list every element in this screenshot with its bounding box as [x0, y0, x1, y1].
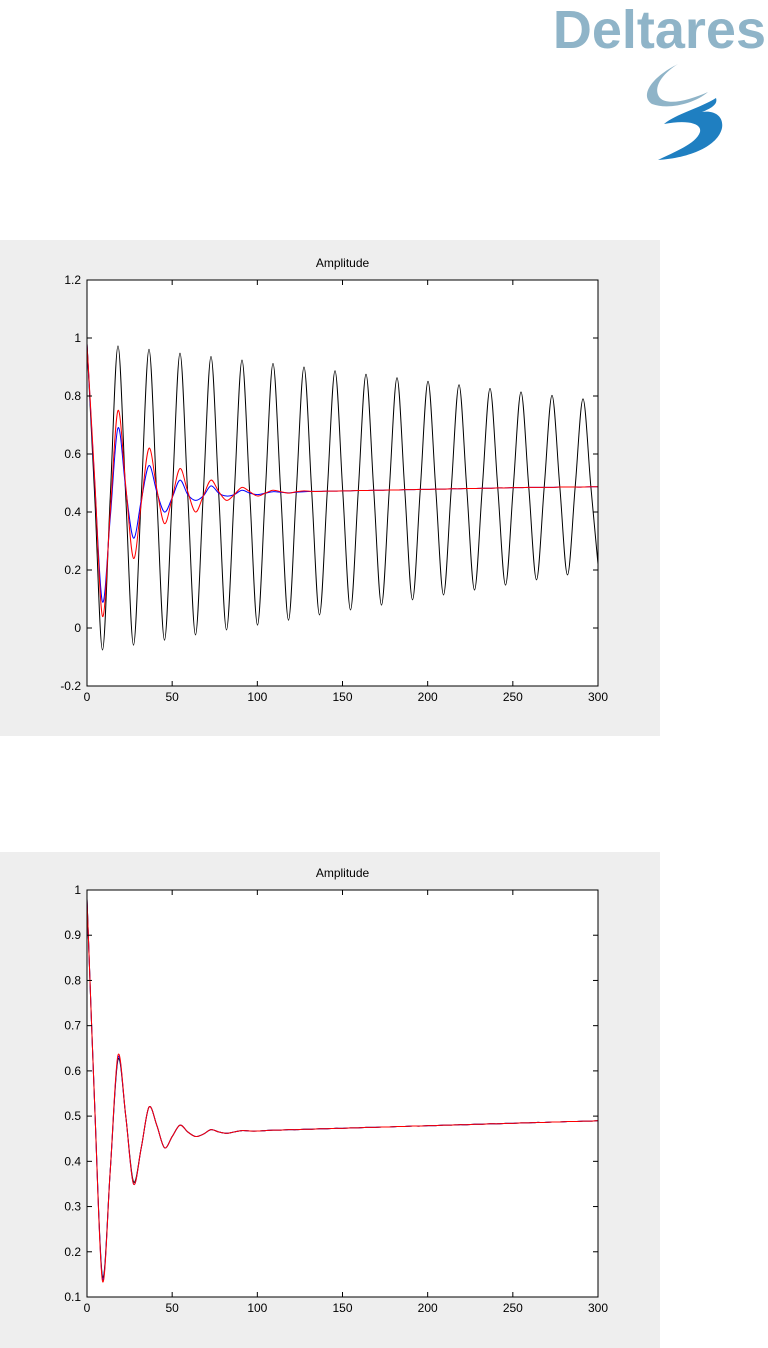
plot-content — [87, 343, 598, 651]
y-tick-label: 0.2 — [64, 1245, 81, 1259]
x-tick-label: 100 — [247, 690, 267, 704]
x-tick-label: 0 — [84, 1301, 91, 1315]
y-tick-label: 0.6 — [64, 447, 81, 461]
y-tick-label: 1 — [74, 883, 81, 897]
x-tick-label: 200 — [418, 1301, 438, 1315]
plot-content — [87, 899, 598, 1283]
series-line — [87, 343, 598, 617]
y-tick-label: 0.7 — [64, 1019, 81, 1033]
y-tick-label: 0.4 — [64, 1154, 81, 1168]
plot-area — [87, 890, 598, 1297]
x-tick-label: 250 — [503, 1301, 523, 1315]
x-tick-label: 250 — [503, 690, 523, 704]
x-tick-label: 150 — [332, 1301, 352, 1315]
x-tick-label: 50 — [165, 1301, 179, 1315]
chart-title: Amplitude — [316, 256, 370, 270]
y-tick-label: 0.8 — [64, 389, 81, 403]
series-line — [87, 343, 598, 651]
logo-mark — [647, 64, 723, 160]
logo-swirl-upper — [647, 64, 708, 107]
y-tick-label: 0.9 — [64, 928, 81, 942]
x-tick-label: 100 — [247, 1301, 267, 1315]
y-tick-label: 0.1 — [64, 1290, 81, 1304]
y-tick-label: 0.2 — [64, 563, 81, 577]
y-tick-label: 0 — [74, 621, 81, 635]
x-tick-label: 50 — [165, 690, 179, 704]
figure: Amplitude-0.200.20.40.60.811.20 50 100 150 2… — [0, 240, 660, 736]
y-tick-label: -0.2 — [60, 679, 81, 693]
y-tick-label: 0.4 — [64, 505, 81, 519]
y-tick-label: 0.8 — [64, 973, 81, 987]
x-tick-label: 200 — [418, 690, 438, 704]
y-tick-label: 1.2 — [64, 273, 81, 287]
y-tick-label: 1 — [74, 331, 81, 345]
y-tick-label: 0.6 — [64, 1064, 81, 1078]
y-tick-label: 0.5 — [64, 1109, 81, 1123]
series-line — [87, 899, 598, 1283]
x-tick-label: 300 — [588, 690, 608, 704]
x-tick-label: 150 — [332, 690, 352, 704]
x-tick-label: 0 — [84, 690, 91, 704]
y-tick-label: 0.3 — [64, 1200, 81, 1214]
logo-text: Deltares — [553, 0, 766, 60]
chart-title: Amplitude — [316, 866, 370, 880]
figure: Amplitude 0.1 0.2 0.3 0.4 0.5 0.6 0.7 0.8 0.9 1 0 50… — [0, 852, 660, 1348]
logo-swirl-lower — [658, 98, 723, 160]
x-tick-label: 300 — [588, 1301, 608, 1315]
